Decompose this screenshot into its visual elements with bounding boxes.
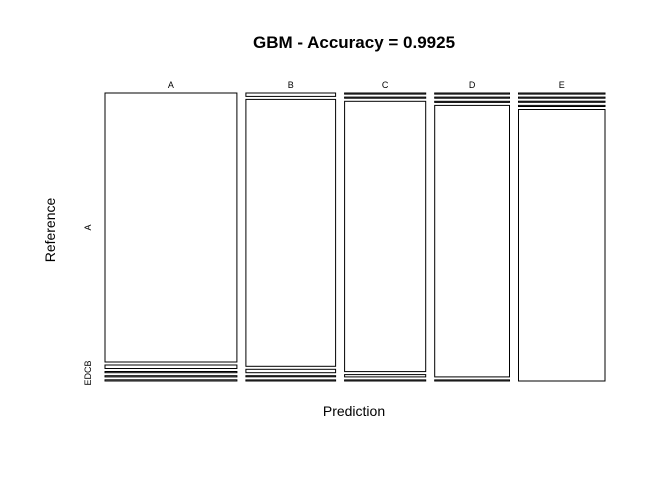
x-axis-title: Prediction xyxy=(323,403,385,419)
cell-pred-A-ref-D xyxy=(104,375,238,378)
cell-pred-D-ref-B xyxy=(434,96,511,99)
cell-pred-A-ref-B xyxy=(104,364,238,369)
cell-pred-B-ref-A xyxy=(245,92,337,97)
cell-pred-A-ref-A xyxy=(104,92,238,363)
cell-pred-C-ref-B xyxy=(344,96,427,99)
column-label-C: C xyxy=(382,80,389,90)
column-label-A: A xyxy=(168,80,174,90)
column-label-D: D xyxy=(469,80,476,90)
row-labels: A EDCB xyxy=(83,224,93,385)
y-axis-title: Reference xyxy=(42,197,58,262)
column-labels: A B C D E xyxy=(168,80,565,90)
cell-pred-B-ref-E xyxy=(245,379,337,382)
column-label-E: E xyxy=(559,80,565,90)
cell-pred-A-ref-E xyxy=(104,379,238,382)
cell-pred-D-ref-E xyxy=(434,379,511,382)
chart-title: GBM - Accuracy = 0.9925 xyxy=(253,33,455,52)
cell-pred-C-ref-C xyxy=(344,100,427,373)
cell-pred-E-ref-D xyxy=(518,104,606,108)
cell-pred-D-ref-D xyxy=(434,104,511,378)
column-label-B: B xyxy=(288,80,294,90)
cell-pred-C-ref-A xyxy=(344,92,427,95)
row-label-EDCB: EDCB xyxy=(83,360,93,385)
mosaic-cells xyxy=(104,92,606,382)
cell-pred-B-ref-C xyxy=(245,368,337,374)
cell-pred-E-ref-B xyxy=(518,96,606,99)
cell-pred-E-ref-E xyxy=(518,109,606,382)
cell-pred-C-ref-E xyxy=(344,379,427,382)
cell-pred-B-ref-D xyxy=(245,375,337,378)
cell-pred-D-ref-C xyxy=(434,100,511,103)
row-label-A: A xyxy=(83,224,93,230)
cell-pred-B-ref-B xyxy=(245,98,337,367)
cell-pred-E-ref-A xyxy=(518,92,606,95)
cell-pred-E-ref-C xyxy=(518,100,606,103)
cell-pred-D-ref-A xyxy=(434,92,511,95)
cell-pred-C-ref-D xyxy=(344,374,427,378)
cell-pred-A-ref-C xyxy=(104,371,238,374)
